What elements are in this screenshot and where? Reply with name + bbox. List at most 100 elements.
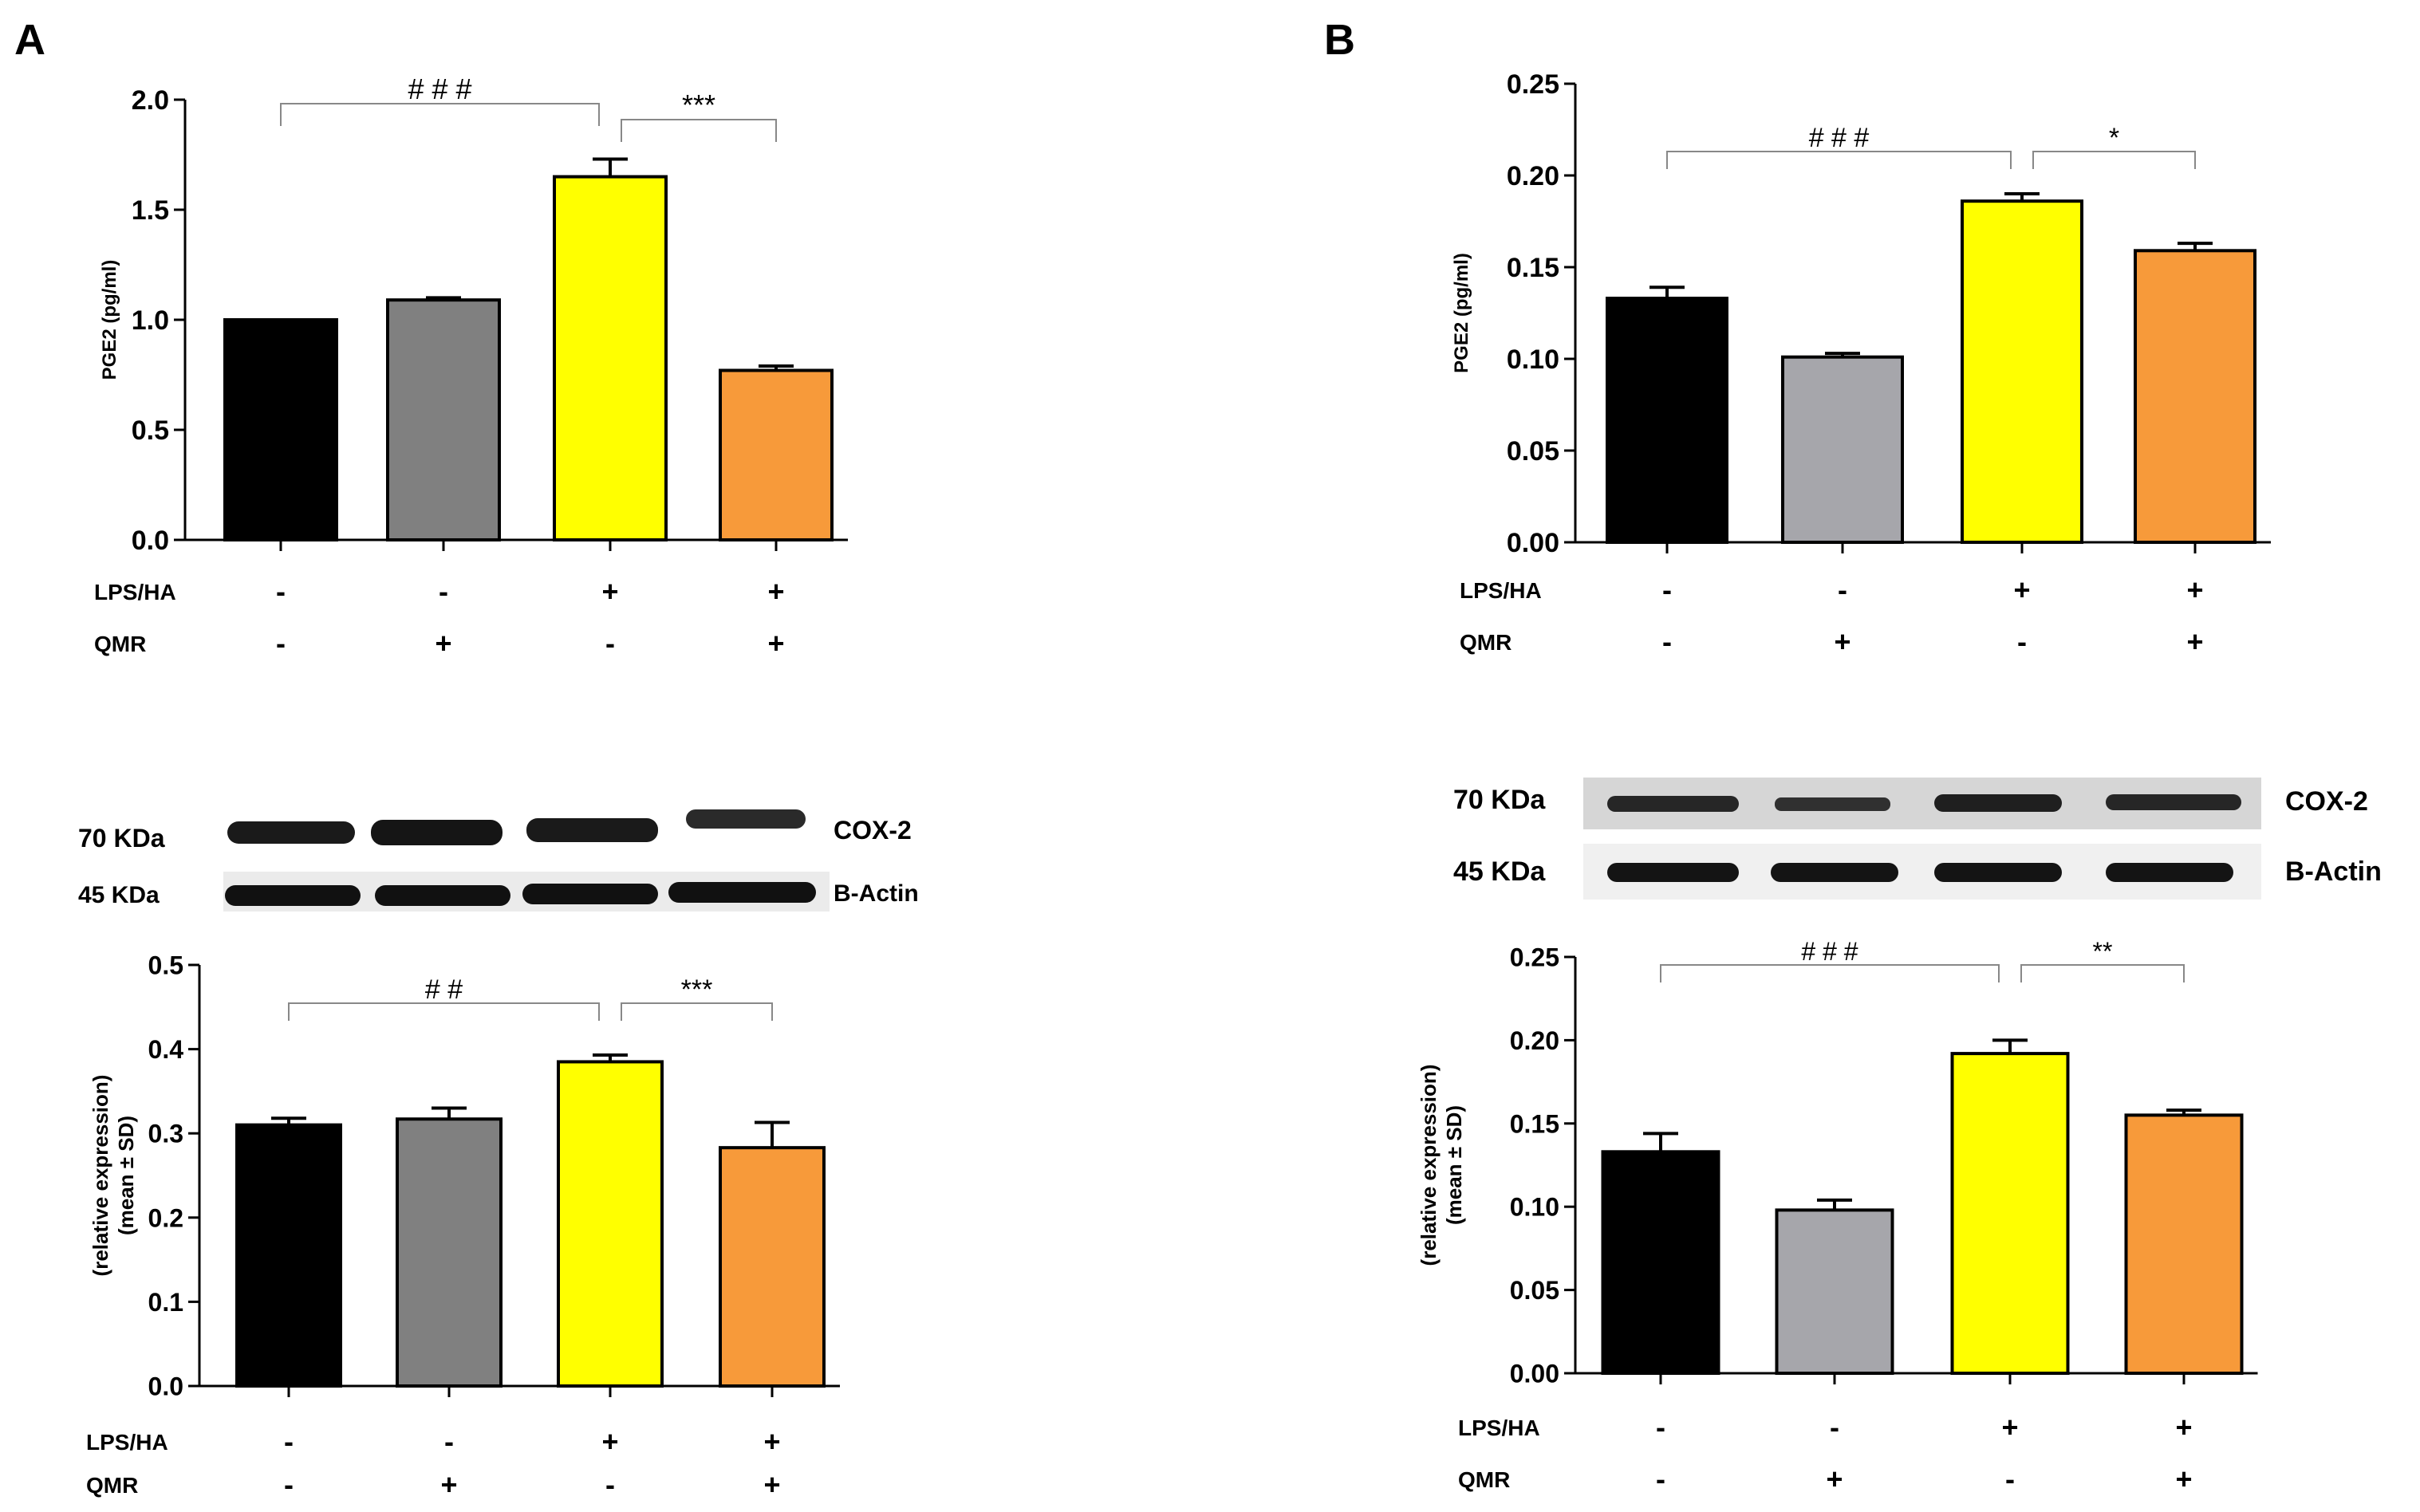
treatment-sign: + xyxy=(1834,625,1850,658)
blot-band xyxy=(2106,863,2233,882)
y-tick-label: 0.1 xyxy=(148,1288,183,1317)
y-tick-label: 0.20 xyxy=(1510,1026,1559,1055)
bar xyxy=(396,1117,503,1388)
bar xyxy=(719,1146,826,1388)
blot-band xyxy=(1775,797,1890,811)
y-tick-label: 0.10 xyxy=(1510,1193,1559,1222)
significance-label: # # # xyxy=(408,73,471,105)
blot-band xyxy=(1771,863,1898,882)
significance-bracket xyxy=(621,1002,773,1021)
y-tick-label: 0.0 xyxy=(148,1372,183,1401)
blot-kda-label: 70 KDa xyxy=(1453,785,1546,815)
treatment-row-label: LPS/HA xyxy=(86,1430,168,1455)
treatment-sign: - xyxy=(1656,1411,1665,1443)
treatment-sign: - xyxy=(444,1425,454,1458)
blot-band xyxy=(668,882,816,903)
treatment-sign: + xyxy=(763,1425,780,1458)
blot-kda-label: 70 KDa xyxy=(78,824,165,852)
chart-pge2-panel-b: 0.00 0.05 0.10 0.15 0.20 0.25 PGE2 (pg/ml) # # … xyxy=(1451,69,2271,658)
treatment-sign: - xyxy=(2005,1463,2015,1495)
treatment-sign: + xyxy=(1826,1463,1843,1495)
y-axis-title: (mean ± SD) xyxy=(114,1116,138,1235)
treatment-row-label: QMR xyxy=(1460,630,1512,655)
treatment-sign: - xyxy=(1838,573,1847,606)
treatment-sign: - xyxy=(284,1425,294,1458)
treatment-sign: - xyxy=(1656,1463,1665,1495)
treatment-row-label: QMR xyxy=(1458,1467,1510,1492)
treatment-sign: - xyxy=(2017,625,2027,658)
significance-bracket xyxy=(1666,151,2012,169)
bar xyxy=(553,175,668,541)
y-tick-label: 0.5 xyxy=(132,415,169,446)
significance-bracket xyxy=(1660,964,2000,982)
y-tick-label: 0.15 xyxy=(1507,253,1559,283)
y-tick-label: 2.0 xyxy=(132,85,169,116)
western-blot-panel-b: 70 KDa 45 KDa COX-2 B-Actin xyxy=(1453,778,2382,900)
significance-bracket xyxy=(2032,151,2196,169)
treatment-row-label: LPS/HA xyxy=(94,580,176,604)
treatment-sign: + xyxy=(601,1425,618,1458)
bar xyxy=(1606,297,1728,544)
bar xyxy=(719,368,834,542)
blot-band xyxy=(227,821,355,844)
significance-label: # # # xyxy=(1809,123,1870,153)
treatment-sign: - xyxy=(439,575,448,608)
bar xyxy=(2134,249,2256,544)
bar xyxy=(1601,1150,1720,1376)
blot-band xyxy=(225,885,361,906)
blot-protein-label: COX-2 xyxy=(2285,786,2368,817)
bar xyxy=(223,318,338,541)
treatment-sign: + xyxy=(435,627,451,660)
blot-protein-label: COX-2 xyxy=(834,816,912,845)
blot-band xyxy=(375,885,510,906)
y-tick-label: 1.5 xyxy=(132,195,169,226)
blot-band xyxy=(371,820,503,845)
bar xyxy=(1781,355,1904,545)
blot-band xyxy=(686,809,806,829)
y-axis-title: (mean ± SD) xyxy=(1442,1105,1466,1225)
treatment-sign: - xyxy=(284,1468,294,1501)
treatment-row-label: QMR xyxy=(86,1473,138,1498)
treatment-sign: - xyxy=(605,1468,615,1501)
y-tick-label: 0.10 xyxy=(1507,345,1559,375)
significance-bracket xyxy=(621,119,777,142)
treatment-sign: + xyxy=(763,1468,780,1501)
significance-bracket xyxy=(2020,964,2185,982)
treatment-sign: - xyxy=(1662,625,1672,658)
y-tick-label: 0.0 xyxy=(132,526,169,556)
y-tick-label: 0.05 xyxy=(1510,1276,1559,1305)
significance-label: * xyxy=(2109,123,2119,153)
y-tick-label: 0.00 xyxy=(1510,1360,1559,1388)
bar xyxy=(2124,1113,2244,1375)
y-axis-title: PGE2 (pg/ml) xyxy=(1451,253,1472,373)
y-tick-label: 0.15 xyxy=(1510,1109,1559,1138)
treatment-sign: + xyxy=(767,627,784,660)
treatment-sign: + xyxy=(2186,573,2203,606)
y-tick-label: 1.0 xyxy=(132,305,169,336)
y-tick-label: 0.5 xyxy=(148,951,183,980)
significance-bracket xyxy=(280,103,600,126)
y-tick-label: 0.3 xyxy=(148,1120,183,1148)
blot-band xyxy=(522,884,658,904)
treatment-sign: - xyxy=(605,627,615,660)
treatment-sign: + xyxy=(2175,1411,2192,1443)
treatment-row-label: QMR xyxy=(94,632,146,656)
blot-protein-label: B-Actin xyxy=(834,880,919,907)
chart-pge2-panel-a: 0.0 0.5 1.0 1.5 2.0 PGE2 (pg/ml) # # # *** LPS/H… xyxy=(94,73,848,660)
panel-label-a: A xyxy=(14,16,45,64)
bar xyxy=(386,298,501,541)
y-tick-label: 0.25 xyxy=(1507,69,1559,100)
blot-band xyxy=(2106,794,2241,810)
blot-band xyxy=(526,818,658,842)
treatment-sign: + xyxy=(2013,573,2030,606)
y-tick-label: 0.25 xyxy=(1510,943,1559,972)
treatment-sign: - xyxy=(1830,1411,1839,1443)
y-axis-title: (relative expression) xyxy=(89,1075,112,1277)
treatment-sign: + xyxy=(767,575,784,608)
y-axis-title: (relative expression) xyxy=(1417,1065,1441,1266)
y-tick-label: 0.20 xyxy=(1507,161,1559,191)
y-tick-label: 0.05 xyxy=(1507,436,1559,467)
y-tick-label: 0.2 xyxy=(148,1203,183,1232)
significance-label: *** xyxy=(682,89,715,121)
